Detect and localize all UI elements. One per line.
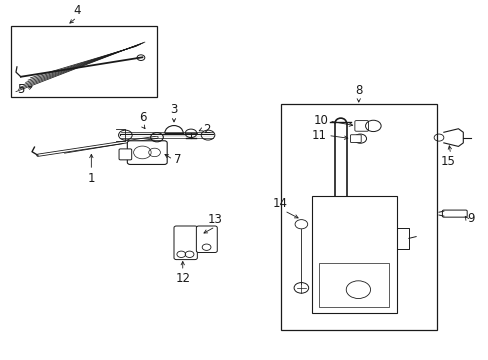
Text: 3: 3 xyxy=(170,103,177,116)
Text: 7: 7 xyxy=(174,153,181,166)
Text: 8: 8 xyxy=(354,84,362,97)
Bar xyxy=(318,263,388,307)
Text: 12: 12 xyxy=(175,272,190,285)
Text: 6: 6 xyxy=(139,112,146,125)
Bar xyxy=(311,196,396,312)
Text: 5: 5 xyxy=(17,83,24,96)
FancyBboxPatch shape xyxy=(127,141,167,165)
FancyBboxPatch shape xyxy=(119,149,131,160)
Text: 13: 13 xyxy=(207,213,223,226)
FancyBboxPatch shape xyxy=(174,226,197,260)
FancyBboxPatch shape xyxy=(196,226,217,252)
FancyBboxPatch shape xyxy=(350,135,361,143)
Text: 4: 4 xyxy=(73,4,81,17)
Text: 2: 2 xyxy=(203,123,210,136)
Bar xyxy=(11,26,157,97)
Text: 10: 10 xyxy=(313,114,327,127)
Text: 11: 11 xyxy=(311,129,326,142)
Text: 9: 9 xyxy=(466,212,474,225)
Text: 14: 14 xyxy=(272,197,287,210)
Text: 15: 15 xyxy=(439,155,454,168)
Bar xyxy=(281,104,436,330)
FancyBboxPatch shape xyxy=(354,121,368,131)
Text: 1: 1 xyxy=(87,172,95,185)
FancyBboxPatch shape xyxy=(442,210,466,217)
